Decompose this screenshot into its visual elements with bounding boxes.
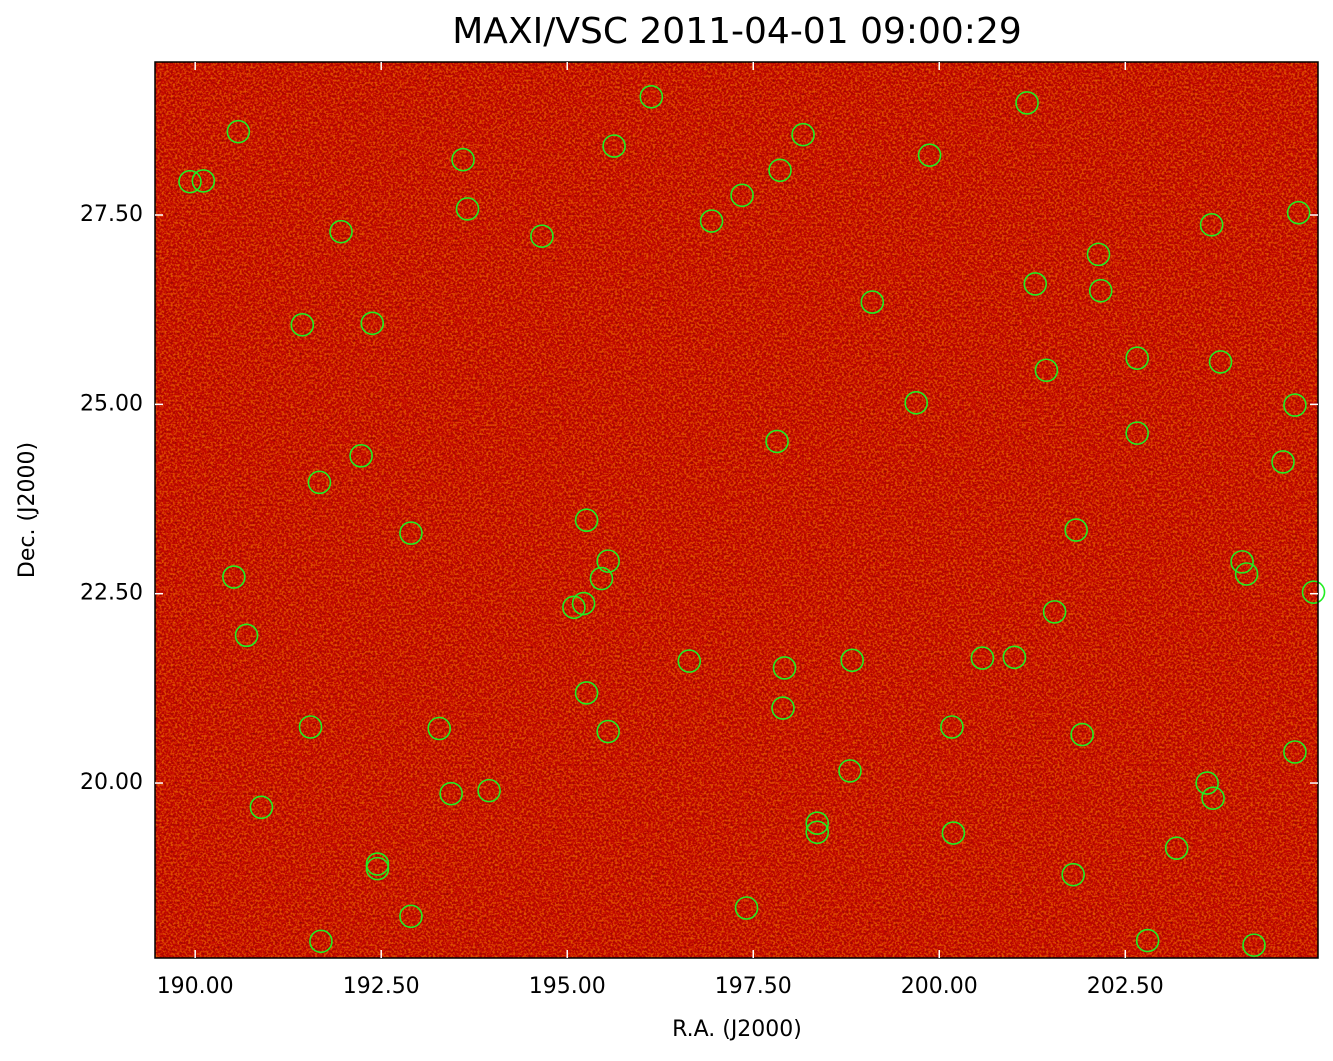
source-circle	[226, 119, 251, 144]
source-circle	[298, 715, 323, 739]
source-circle	[562, 595, 586, 620]
source-circle	[439, 781, 463, 806]
source-circle	[365, 852, 390, 876]
source-circle	[399, 904, 423, 929]
source-circle	[249, 795, 274, 820]
source-circle	[1195, 771, 1219, 795]
source-circle	[840, 648, 865, 673]
source-circle	[904, 391, 928, 415]
source-circle	[574, 508, 599, 533]
source-circle	[222, 565, 246, 589]
x-tick-label: 192.50	[343, 974, 420, 999]
y-tick-label: 25.00	[80, 391, 143, 416]
x-tick-label: 190.00	[157, 974, 234, 999]
source-circle	[1230, 550, 1254, 574]
source-circle	[178, 169, 202, 194]
source-circle	[941, 821, 966, 845]
source-circle	[1070, 722, 1094, 747]
source-circle	[477, 778, 501, 803]
chart-title: MAXI/VSC 2011-04-01 09:00:29	[452, 11, 1022, 52]
source-circle	[1064, 518, 1088, 542]
source-circle	[451, 147, 475, 172]
image-noise	[155, 62, 1318, 958]
source-circle	[234, 623, 259, 648]
source-circle	[191, 169, 216, 193]
source-circle	[1002, 645, 1027, 670]
source-circle	[805, 820, 830, 845]
source-circle	[1135, 928, 1160, 953]
source-circle	[596, 719, 620, 744]
source-circle	[1034, 358, 1059, 383]
source-circle	[1125, 421, 1149, 445]
source-circle	[1301, 580, 1326, 604]
source-circle	[1286, 200, 1311, 225]
source-circle	[1061, 862, 1085, 887]
source-circle	[399, 521, 423, 545]
y-tick-label: 27.50	[80, 202, 143, 227]
source-circle	[940, 715, 964, 739]
source-circle	[349, 444, 373, 468]
source-circle	[772, 656, 797, 680]
source-circle	[734, 896, 759, 920]
source-circle	[677, 649, 702, 673]
source-circle	[771, 696, 795, 720]
source-circle	[329, 219, 353, 244]
source-circle	[768, 158, 792, 183]
source-circle	[589, 566, 614, 591]
source-circle	[1086, 242, 1111, 267]
source-circle	[596, 549, 620, 573]
source-circle	[791, 122, 815, 147]
x-tick-label: 197.50	[715, 974, 792, 999]
source-circle	[1283, 393, 1307, 417]
x-tick-label: 202.50	[1087, 974, 1164, 999]
source-circle	[1015, 91, 1039, 115]
source-circle	[360, 311, 385, 336]
source-circle	[699, 209, 724, 233]
source-circle	[1242, 933, 1266, 957]
source-circle	[290, 313, 315, 337]
x-tick-label: 195.00	[529, 974, 606, 999]
source-circle	[1042, 600, 1067, 624]
source-circle	[1125, 346, 1149, 370]
y-tick-label: 22.50	[80, 581, 143, 606]
source-circle	[1088, 278, 1113, 303]
source-circle	[1201, 786, 1225, 810]
source-circle	[1208, 350, 1233, 374]
source-circle	[1271, 450, 1295, 474]
source-circle	[571, 591, 596, 616]
source-circle	[427, 716, 452, 741]
source-circle	[970, 646, 995, 670]
source-circle	[307, 470, 332, 495]
source-circle	[574, 681, 599, 705]
y-axis-label: Dec. (J2000)	[15, 442, 40, 578]
plot-frame	[154, 61, 1319, 959]
source-circle	[530, 224, 554, 249]
source-circle	[765, 429, 789, 454]
source-circle	[455, 197, 480, 221]
x-axis-label: R.A. (J2000)	[672, 1017, 802, 1042]
source-circle	[730, 183, 754, 208]
source-circle	[1199, 213, 1224, 237]
source-circle	[917, 143, 942, 167]
x-tick-label: 200.00	[901, 974, 978, 999]
source-circle	[1023, 272, 1048, 296]
source-circle	[309, 929, 333, 954]
source-circle	[602, 134, 626, 158]
source-circle	[1283, 740, 1307, 764]
source-circle	[838, 759, 862, 783]
y-tick-label: 20.00	[80, 770, 143, 795]
source-circle	[639, 85, 664, 109]
source-circle	[860, 290, 885, 314]
source-circle	[1164, 836, 1189, 860]
source-circle	[365, 856, 390, 881]
source-circle	[805, 811, 830, 835]
source-circle	[1234, 562, 1259, 586]
